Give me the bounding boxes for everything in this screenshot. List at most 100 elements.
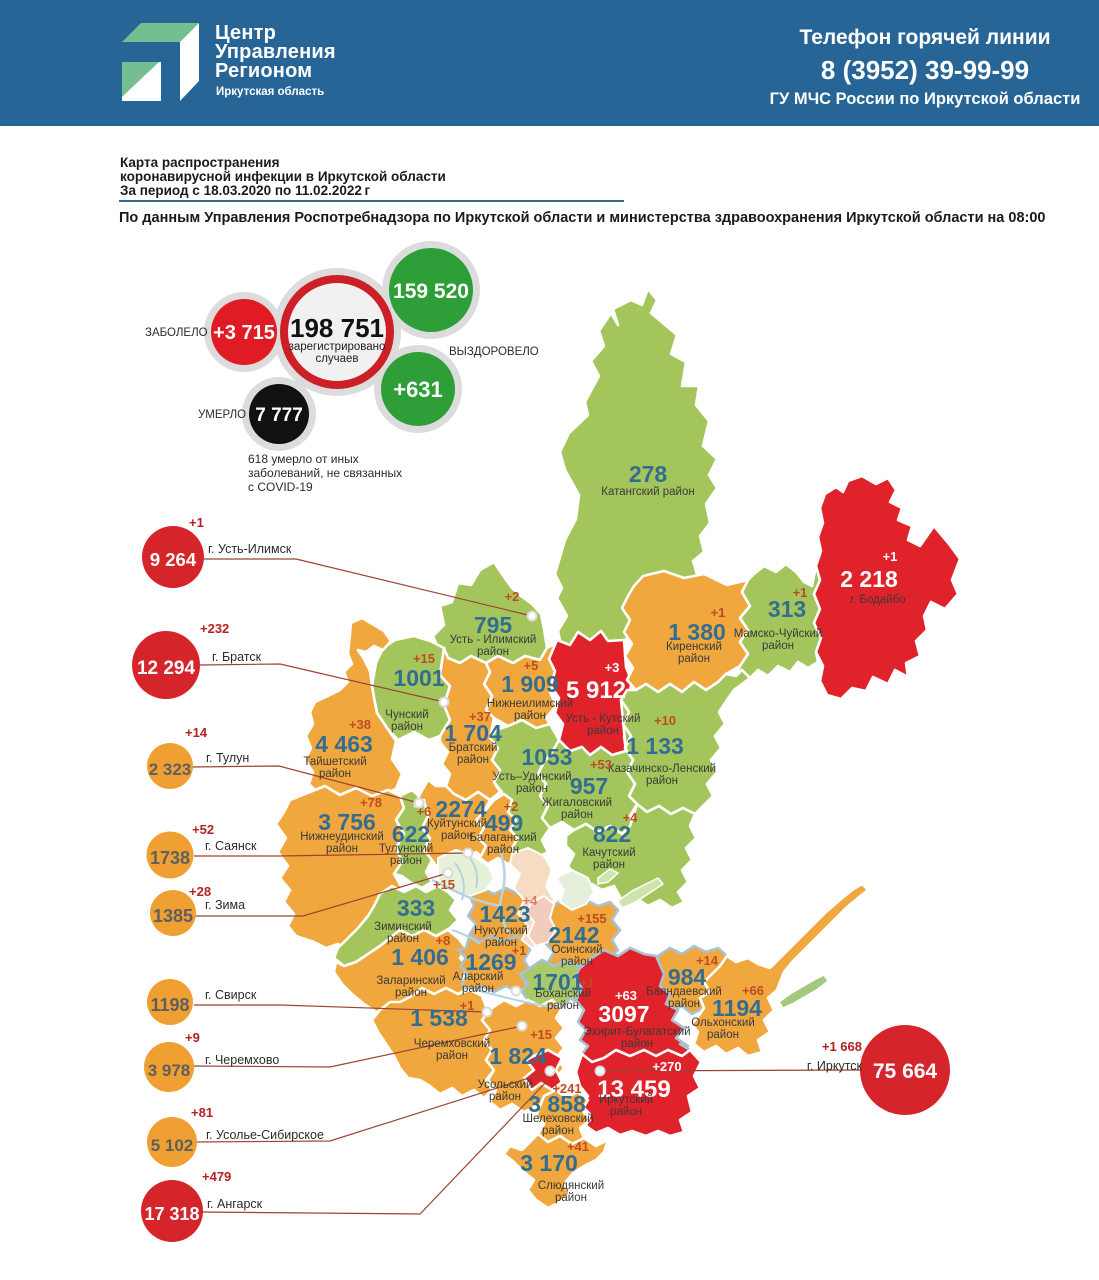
svg-text:3 170: 3 170 <box>520 1150 578 1176</box>
svg-text:Заларинский: Заларинский <box>376 975 445 987</box>
svg-text:17 318: 17 318 <box>144 1204 199 1224</box>
svg-text:2142: 2142 <box>548 922 599 948</box>
svg-text:+14: +14 <box>185 725 208 740</box>
svg-text:Чунский: Чунский <box>385 709 428 721</box>
svg-text:Эхирит-Булагатский: Эхирит-Булагатский <box>583 1026 690 1038</box>
svg-text:г. Саянск: г. Саянск <box>205 839 257 853</box>
svg-text:район: район <box>436 1050 468 1062</box>
svg-text:с COVID-19: с COVID-19 <box>248 480 313 494</box>
svg-text:Боханский: Боханский <box>535 988 591 1000</box>
svg-text:+1: +1 <box>512 943 527 958</box>
svg-text:Мамско-Чуйский: Мамско-Чуйский <box>734 628 823 640</box>
svg-text:Тайшетский: Тайшетский <box>303 756 366 768</box>
svg-text:+9: +9 <box>185 1030 200 1045</box>
svg-text:Шелеховский: Шелеховский <box>522 1113 593 1125</box>
svg-text:957: 957 <box>570 773 608 799</box>
svg-text:+155: +155 <box>577 911 606 926</box>
svg-text:795: 795 <box>474 612 513 638</box>
svg-text:+37: +37 <box>469 709 491 724</box>
svg-text:район: район <box>487 844 519 856</box>
svg-text:+81: +81 <box>191 1105 213 1120</box>
svg-text:район: район <box>485 937 517 949</box>
svg-text:75 664: 75 664 <box>873 1060 938 1083</box>
svg-text:Жигаловский: Жигаловский <box>542 797 612 809</box>
svg-text:1 406: 1 406 <box>391 944 449 970</box>
svg-text:ЗАБОЛЕЛО: ЗАБОЛЕЛО <box>145 327 208 339</box>
svg-text:район: район <box>319 768 351 780</box>
svg-text:г. Черемхово: г. Черемхово <box>205 1053 279 1067</box>
svg-text:Ольхонский: Ольхонский <box>691 1017 755 1029</box>
svg-text:984: 984 <box>668 964 707 990</box>
svg-text:г. Ангарск: г. Ангарск <box>207 1197 263 1211</box>
svg-text:заболеваний, не связанных: заболеваний, не связанных <box>248 466 402 480</box>
svg-text:г. Усть-Илимск: г. Усть-Илимск <box>208 542 292 556</box>
svg-text:+52: +52 <box>192 822 214 837</box>
svg-text:159 520: 159 520 <box>393 280 469 303</box>
svg-text:3 756: 3 756 <box>318 809 376 835</box>
svg-text:2 323: 2 323 <box>149 760 192 779</box>
svg-text:+241: +241 <box>552 1081 581 1096</box>
svg-text:г. Тулун: г. Тулун <box>206 751 249 765</box>
svg-text:случаев: случаев <box>315 353 358 365</box>
svg-text:ВЫЗДОРОВЕЛО: ВЫЗДОРОВЕЛО <box>449 346 539 358</box>
svg-text:1194: 1194 <box>712 995 762 1021</box>
svg-text:2 218: 2 218 <box>840 566 898 592</box>
svg-text:5 912: 5 912 <box>566 677 626 704</box>
svg-text:2274: 2274 <box>435 796 486 822</box>
svg-text:район: район <box>326 843 358 855</box>
svg-text:район: район <box>387 933 419 945</box>
svg-text:+3 715: +3 715 <box>213 322 275 344</box>
svg-text:район: район <box>516 783 548 795</box>
svg-text:+5: +5 <box>524 658 539 673</box>
svg-text:г. Бодайбо: г. Бодайбо <box>850 594 905 606</box>
svg-text:район: район <box>646 775 678 787</box>
svg-text:Тулунский: Тулунский <box>379 843 433 855</box>
svg-text:3097: 3097 <box>598 1001 649 1027</box>
svg-text:район: район <box>391 721 423 733</box>
svg-text:Балаганский: Балаганский <box>469 832 536 844</box>
svg-text:район: район <box>457 754 489 766</box>
svg-text:г. Зима: г. Зима <box>205 898 245 912</box>
svg-text:Нукутский: Нукутский <box>474 925 528 937</box>
svg-text:Усть–Удинский: Усть–Удинский <box>492 771 571 783</box>
svg-text:район: район <box>555 1192 587 1204</box>
svg-text:1198: 1198 <box>150 995 189 1015</box>
svg-text:+66: +66 <box>742 983 764 998</box>
svg-text:+15: +15 <box>530 1027 552 1042</box>
svg-text:1269: 1269 <box>465 949 516 975</box>
svg-text:+1: +1 <box>580 975 595 990</box>
svg-text:+28: +28 <box>189 884 211 899</box>
svg-text:+1: +1 <box>460 998 475 1013</box>
svg-text:г. Иркутск: г. Иркутск <box>807 1059 863 1073</box>
svg-text:1 133: 1 133 <box>626 733 684 759</box>
svg-text:+232: +232 <box>200 621 229 636</box>
svg-text:13 459: 13 459 <box>597 1076 670 1103</box>
svg-text:район: район <box>678 653 710 665</box>
svg-text:район: район <box>561 809 593 821</box>
svg-text:1701: 1701 <box>532 969 583 995</box>
svg-text:+2: +2 <box>504 799 519 814</box>
svg-text:+38: +38 <box>349 717 371 732</box>
svg-text:1053: 1053 <box>521 744 572 770</box>
svg-text:198 751: 198 751 <box>290 313 384 343</box>
svg-text:1738: 1738 <box>150 848 190 868</box>
svg-text:Киренский: Киренский <box>666 641 722 653</box>
svg-text:район: район <box>462 983 494 995</box>
svg-text:+1: +1 <box>189 515 204 530</box>
svg-text:Куйтунский: Куйтунский <box>427 818 487 830</box>
svg-text:+15: +15 <box>433 877 455 892</box>
svg-text:7 777: 7 777 <box>255 405 303 426</box>
svg-text:+2: +2 <box>505 589 520 604</box>
svg-text:Усольский: Усольский <box>478 1079 533 1091</box>
svg-text:Усть - Кутский: Усть - Кутский <box>566 713 641 725</box>
svg-text:+63: +63 <box>615 988 637 1003</box>
svg-text:район: район <box>587 725 619 737</box>
svg-text:Казачинско-Ленский: Казачинско-Ленский <box>608 763 716 775</box>
svg-text:район: район <box>514 710 546 722</box>
svg-text:район: район <box>542 1125 574 1137</box>
svg-text:4 463: 4 463 <box>315 731 373 757</box>
svg-text:район: район <box>561 956 593 968</box>
svg-text:+4: +4 <box>523 893 539 908</box>
svg-text:1 909: 1 909 <box>501 671 559 697</box>
svg-text:Аларский: Аларский <box>453 971 504 983</box>
